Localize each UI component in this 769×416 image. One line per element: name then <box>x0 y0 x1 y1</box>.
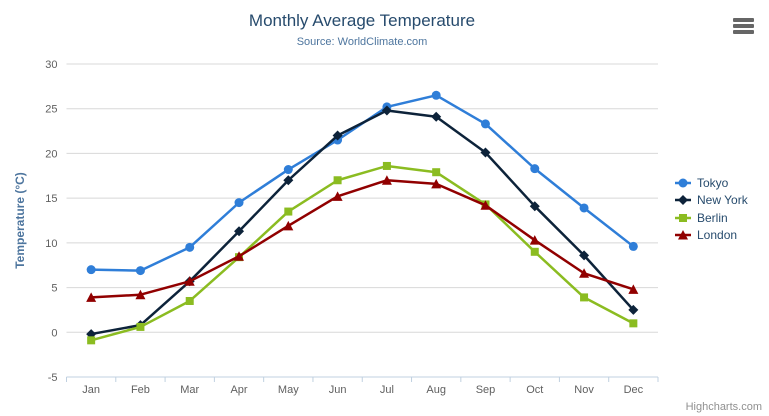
x-axis-tick-label: Mar <box>180 384 199 396</box>
x-axis-tick-label: Feb <box>131 384 150 396</box>
triangle-marker-icon[interactable] <box>628 284 639 294</box>
chart-subtitle: Source: WorldClimate.com <box>296 36 428 48</box>
circle-marker-icon[interactable] <box>628 241 638 251</box>
series-line-london[interactable] <box>89 179 635 299</box>
legend-item-label: Berlin <box>697 210 728 225</box>
y-axis-tick-label: -5 <box>48 372 58 384</box>
series-line-berlin[interactable] <box>89 164 635 342</box>
series-markers-tokyo <box>86 90 638 276</box>
y-axis-tick-label: 25 <box>45 104 57 116</box>
circle-marker-icon[interactable] <box>431 90 441 100</box>
circle-marker-icon[interactable] <box>480 119 490 129</box>
circle-marker-icon[interactable] <box>579 203 589 213</box>
square-marker-icon[interactable] <box>580 293 589 302</box>
triangle-marker-icon[interactable] <box>332 191 343 201</box>
square-marker-icon[interactable] <box>629 319 638 328</box>
diamond-marker-icon[interactable] <box>480 147 491 158</box>
triangle-marker-icon <box>675 230 691 240</box>
legend-item-label: New York <box>697 193 748 208</box>
square-marker-icon[interactable] <box>185 296 194 305</box>
square-marker-icon[interactable] <box>432 168 441 177</box>
y-axis-title: Temperature (°C) <box>13 172 27 269</box>
legend-item-tokyo[interactable]: Tokyo <box>675 174 748 192</box>
x-axis-tick-label: Oct <box>526 384 543 396</box>
triangle-marker-icon[interactable] <box>135 289 146 300</box>
menu-bar <box>733 30 754 34</box>
x-axis-tick-label: Jun <box>329 384 347 396</box>
diamond-marker-icon[interactable] <box>234 226 245 237</box>
series-line-tokyo[interactable] <box>89 94 635 272</box>
legend-item-berlin[interactable]: Berlin <box>675 209 748 227</box>
square-marker-icon[interactable] <box>87 336 96 345</box>
circle-marker-icon <box>678 178 688 188</box>
triangle-marker-icon[interactable] <box>184 276 195 286</box>
x-axis-tick-label: Jan <box>82 384 100 396</box>
x-axis-tick-label: Sep <box>476 384 496 396</box>
circle-marker-icon[interactable] <box>135 266 145 276</box>
menu-bar <box>733 18 754 22</box>
chart-header: Monthly Average Temperature Source: Worl… <box>66 11 658 48</box>
x-axis-tick-label: Apr <box>230 384 247 396</box>
circle-marker-icon[interactable] <box>283 165 293 175</box>
series-markers-london <box>86 175 639 302</box>
circle-marker-icon[interactable] <box>234 198 244 208</box>
diamond-marker-icon <box>675 195 691 206</box>
diamond-marker-icon[interactable] <box>283 175 294 186</box>
diamond-marker-icon[interactable] <box>381 105 392 116</box>
triangle-marker-icon[interactable] <box>86 292 97 302</box>
legend: Tokyo New York Berlin London <box>675 174 748 244</box>
x-axis-tick-label: Aug <box>426 384 446 396</box>
y-axis-tick-label: 15 <box>45 193 57 205</box>
series-line-new-york[interactable] <box>89 109 635 336</box>
diamond-marker-icon[interactable] <box>579 250 590 261</box>
diamond-marker-icon[interactable] <box>332 130 343 141</box>
legend-item-new-york[interactable]: New York <box>675 192 748 210</box>
legend-item-london[interactable]: London <box>675 227 748 245</box>
square-marker-icon[interactable] <box>333 176 342 185</box>
hamburger-menu-icon[interactable] <box>731 16 756 36</box>
triangle-marker-icon[interactable] <box>480 200 491 210</box>
chart-title: Monthly Average Temperature <box>248 11 476 30</box>
credits-link[interactable]: Highcharts.com <box>685 401 762 413</box>
triangle-marker-icon[interactable] <box>431 178 442 189</box>
circle-marker-icon[interactable] <box>86 265 96 275</box>
diamond-marker-icon[interactable] <box>529 201 540 212</box>
y-axis-tick-label: 5 <box>51 283 57 295</box>
x-axis-tick-label: Nov <box>574 384 594 396</box>
diamond-marker-icon <box>678 195 688 206</box>
y-axis-tick-label: 0 <box>51 327 57 339</box>
triangle-marker-icon[interactable] <box>381 175 392 185</box>
triangle-marker-icon[interactable] <box>283 220 294 231</box>
square-marker-icon[interactable] <box>382 161 391 170</box>
circle-marker-icon[interactable] <box>185 242 195 252</box>
series-markers-new-york <box>86 105 639 340</box>
x-axis-tick-label: Jul <box>380 384 394 396</box>
square-marker-icon[interactable] <box>284 207 293 216</box>
y-axis-tick-label: 10 <box>45 238 57 250</box>
circle-marker-icon <box>675 178 691 188</box>
y-axis-tick-label: 20 <box>45 148 57 160</box>
x-axis-tick-label: May <box>278 384 299 396</box>
square-marker-icon[interactable] <box>530 247 539 256</box>
x-axis-tick-label: Dec <box>624 384 644 396</box>
triangle-marker-icon <box>678 230 688 240</box>
triangle-marker-icon[interactable] <box>234 251 245 261</box>
diamond-marker-icon[interactable] <box>431 111 442 122</box>
square-marker-icon <box>679 213 687 222</box>
diamond-marker-icon[interactable] <box>628 304 639 315</box>
triangle-marker-icon[interactable] <box>579 268 590 278</box>
menu-bar <box>733 24 754 28</box>
square-marker-icon <box>675 213 691 222</box>
legend-item-label: London <box>697 228 738 243</box>
square-marker-icon[interactable] <box>136 322 145 331</box>
triangle-marker-icon[interactable] <box>529 235 540 245</box>
circle-marker-icon[interactable] <box>530 164 540 174</box>
y-axis-tick-label: 30 <box>45 59 57 71</box>
legend-item-label: Tokyo <box>697 175 729 190</box>
